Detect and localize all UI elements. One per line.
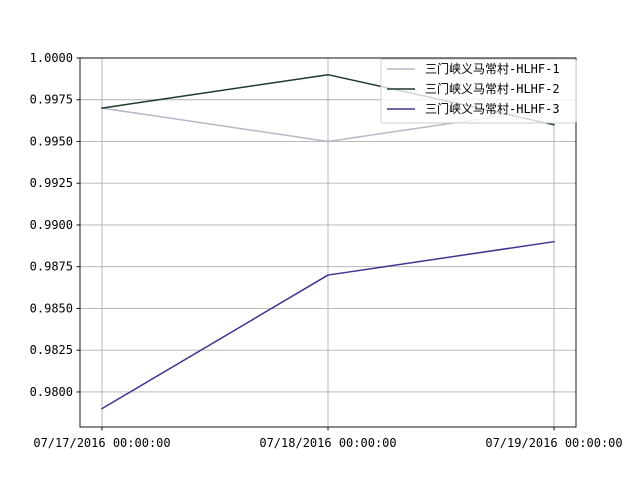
y-tick-label: 0.9900 xyxy=(30,218,73,232)
legend-label-3: 三门峡义马常村-HLHF-3 xyxy=(425,101,560,116)
legend-label-1: 三门峡义马常村-HLHF-1 xyxy=(425,61,560,76)
x-tick-label: 07/18/2016 00:00:00 xyxy=(259,436,396,450)
y-tick-label: 0.9975 xyxy=(30,93,73,107)
y-tick-label: 0.9850 xyxy=(30,301,73,315)
y-tick-label: 1.0000 xyxy=(30,51,73,65)
series-line-3 xyxy=(100,240,555,410)
legend: 三门峡义马常村-HLHF-1 三门峡义马常村-HLHF-2 三门峡义马常村-HLHF… xyxy=(380,58,577,124)
x-tick-label: 07/17/2016 00:00:00 xyxy=(33,436,170,450)
legend-box xyxy=(380,58,577,124)
y-tick-label: 0.9925 xyxy=(30,176,73,190)
y-tick-label: 0.9825 xyxy=(30,343,73,357)
x-tick-label: 07/19/2016 00:00:00 xyxy=(485,436,622,450)
y-tick-label: 0.9800 xyxy=(30,385,73,399)
legend-label-2: 三门峡义马常村-HLHF-2 xyxy=(425,81,560,96)
y-tick-label: 0.9950 xyxy=(30,134,73,148)
axis-ticks: 0.9800 0.9825 0.9850 0.9875 0.9900 0.9925 0.99… xyxy=(30,51,623,450)
y-tick-label: 0.9875 xyxy=(30,260,73,274)
